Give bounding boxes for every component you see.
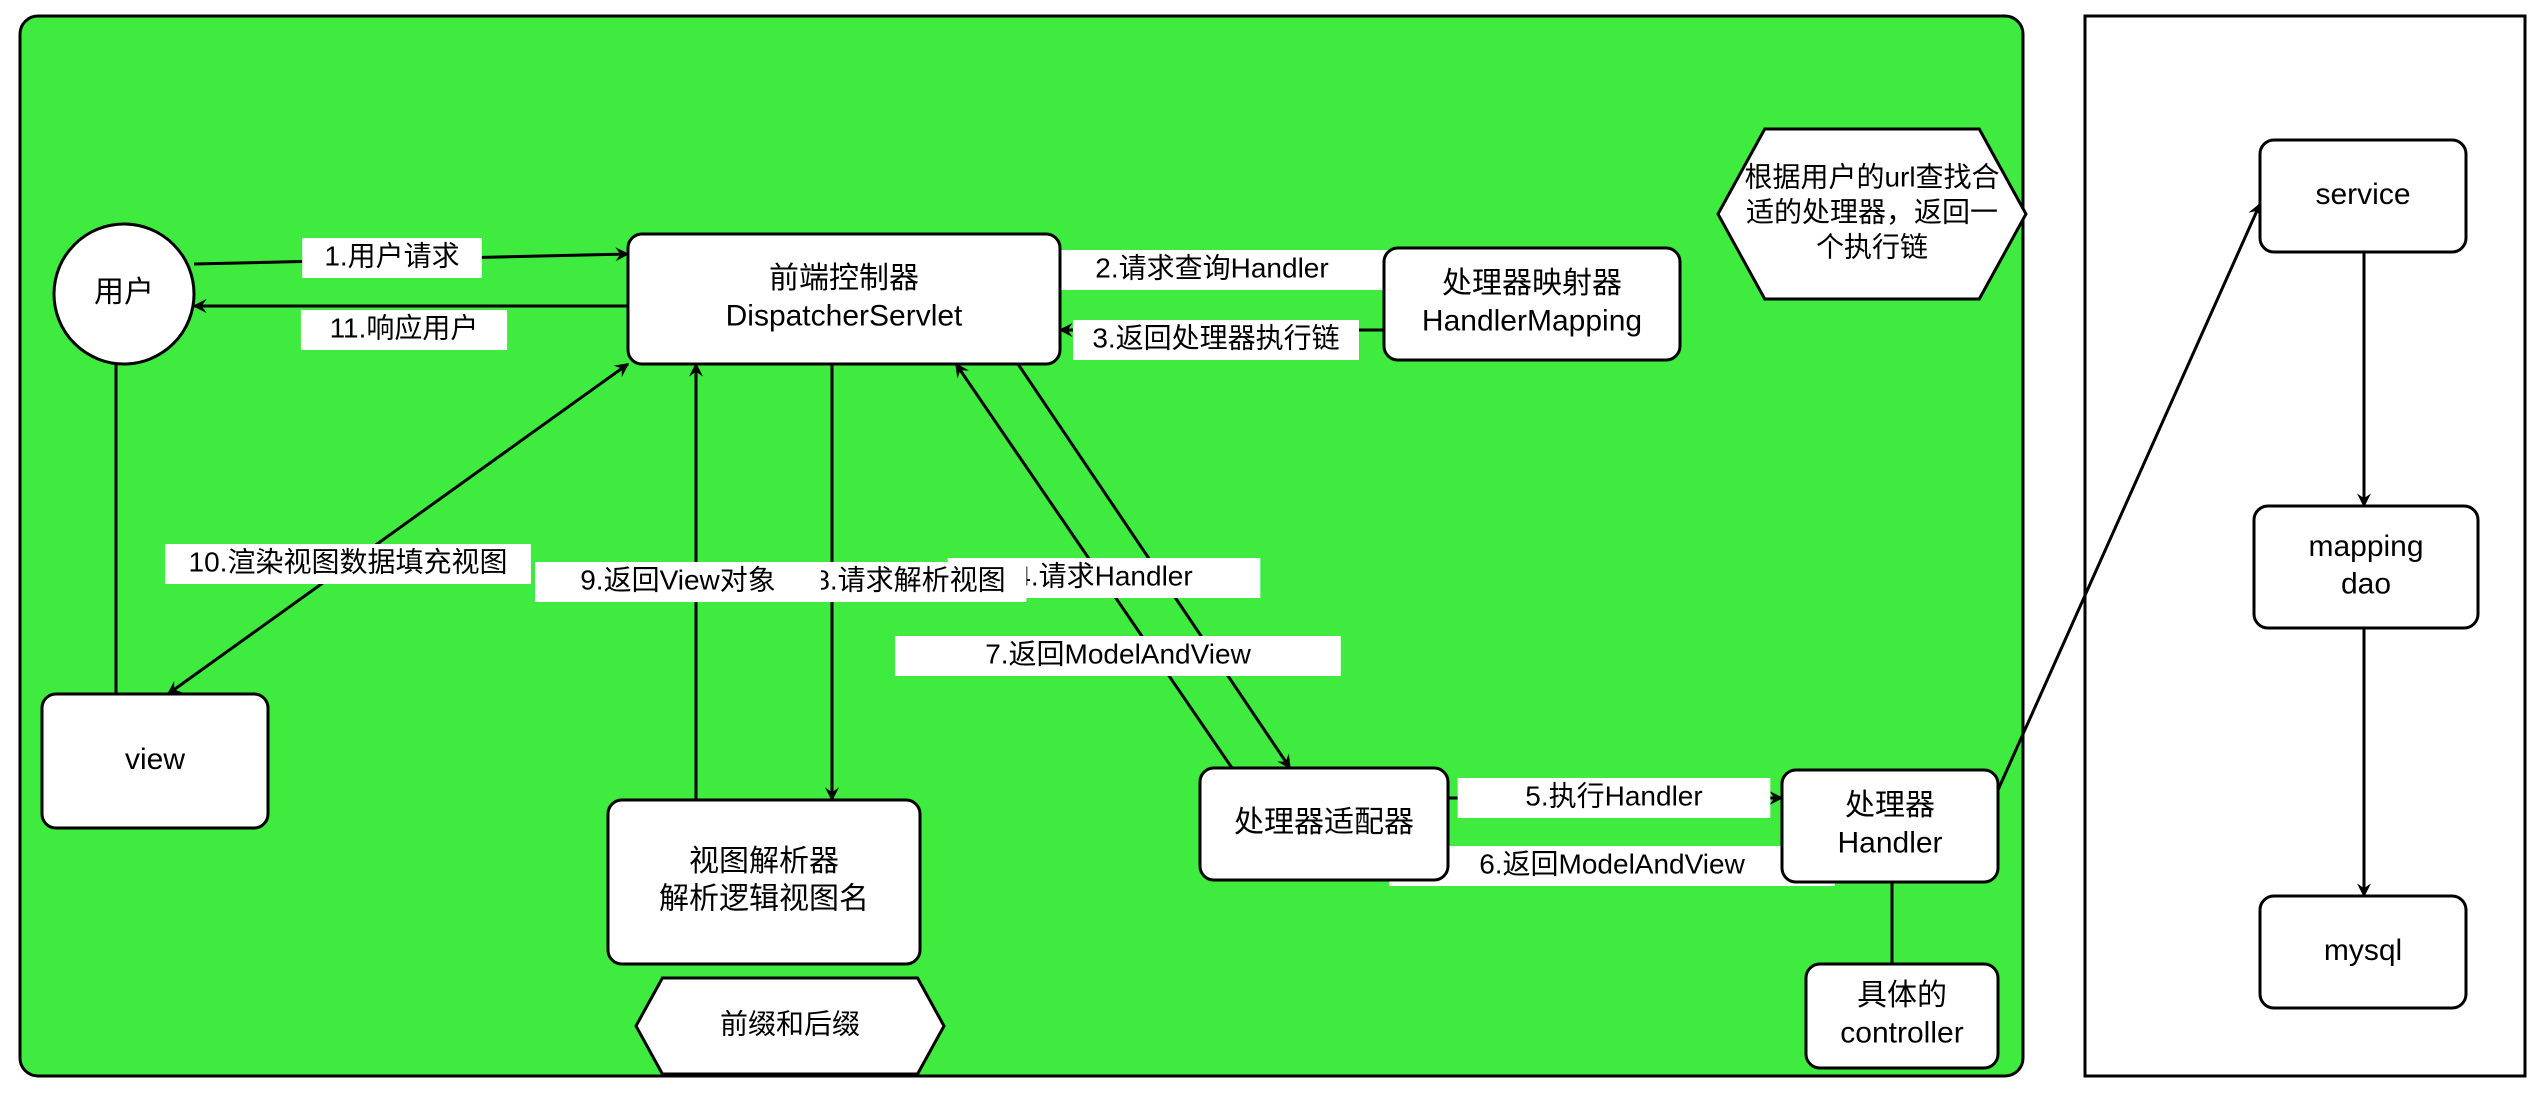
node-user-label-line-0: 用户	[94, 276, 154, 309]
node-controller-label-line-0: 具体的	[1857, 979, 1947, 1012]
edge-label-4: 4.请求Handler	[1015, 560, 1192, 591]
node-service-label-line-0: service	[2315, 178, 2410, 211]
node-dao-label-line-0: mapping	[2308, 530, 2423, 563]
node-resolver-label-line-1: 解析逻辑视图名	[659, 883, 869, 916]
node-mapping_hex-label-line-1: 适的处理器，返回一	[1746, 196, 1998, 227]
edge-label-1: 11.响应用户	[330, 312, 479, 343]
node-view-label-line-0: view	[125, 743, 185, 776]
diagram-canvas: 1.用户请求 11.响应用户 2.请求查询Handler 3.返回处理器执行链 4.请求…	[0, 0, 2542, 1096]
node-resolver-label-line-0: 视图解析器	[689, 845, 839, 878]
node-mapping_hex-label-line-2: 个执行链	[1816, 231, 1928, 262]
node-controller-label-line-1: controller	[1840, 1017, 1963, 1050]
edge-label-5: 7.返回ModelAndView	[985, 638, 1251, 669]
edge-label-0: 1.用户请求	[324, 240, 459, 271]
edge-label-8: 8.请求解析视图	[814, 564, 1005, 595]
edge-label-6: 5.执行Handler	[1525, 780, 1702, 811]
node-prefix_hex-label-line-0: 前缀和后缀	[720, 1008, 860, 1039]
node-dispatcher-label-line-1: DispatcherServlet	[726, 300, 963, 333]
edge-label-7: 6.返回ModelAndView	[1479, 848, 1745, 879]
edge-label-3: 3.返回处理器执行链	[1092, 322, 1339, 353]
node-handler-label-line-1: Handler	[1837, 827, 1942, 860]
edge-label-10: 10.渲染视图数据填充视图	[189, 546, 508, 577]
node-mysql-label-line-0: mysql	[2324, 934, 2402, 967]
node-mapping-label-line-1: HandlerMapping	[1422, 305, 1642, 338]
node-handler-label-line-0: 处理器	[1845, 789, 1935, 822]
node-mapping-label-line-0: 处理器映射器	[1442, 267, 1622, 300]
node-mapping_hex-label-line-0: 根据用户的url查找合	[1744, 161, 1999, 192]
node-adapter-label-line-0: 处理器适配器	[1234, 806, 1414, 839]
node-dispatcher-label-line-0: 前端控制器	[769, 262, 919, 295]
node-dao-label-line-1: dao	[2341, 568, 2391, 601]
edge-label-2: 2.请求查询Handler	[1095, 252, 1328, 283]
edge-label-9: 9.返回View对象	[580, 564, 776, 595]
